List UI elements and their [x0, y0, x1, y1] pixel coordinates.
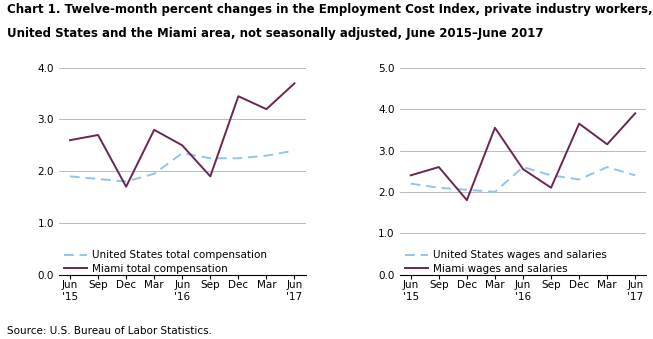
United States total compensation: [94, 177, 102, 181]
United States wages and salaries: [407, 182, 415, 186]
United States wages and salaries: [547, 173, 555, 177]
Text: Source: U.S. Bureau of Labor Statistics.: Source: U.S. Bureau of Labor Statistics.: [7, 326, 212, 336]
Miami total compensation: [122, 185, 130, 189]
United States wages and salaries: [435, 186, 443, 190]
Miami wages and salaries: [631, 111, 639, 115]
Miami wages and salaries: [435, 165, 443, 169]
Miami total compensation: [94, 133, 102, 137]
Line: Miami wages and salaries: Miami wages and salaries: [411, 113, 635, 200]
Miami wages and salaries: [463, 198, 471, 202]
Legend: United States total compensation, Miami total compensation: United States total compensation, Miami …: [64, 251, 267, 274]
United States total compensation: [150, 172, 158, 176]
United States total compensation: [263, 154, 270, 158]
United States total compensation: [66, 174, 74, 178]
Miami total compensation: [291, 81, 298, 85]
United States total compensation: [122, 180, 130, 184]
Text: United States and the Miami area, not seasonally adjusted, June 2015–June 2017: United States and the Miami area, not se…: [7, 27, 543, 40]
Miami total compensation: [66, 138, 74, 142]
Miami total compensation: [150, 128, 158, 132]
United States wages and salaries: [575, 177, 583, 181]
Miami wages and salaries: [547, 186, 555, 190]
Miami wages and salaries: [603, 142, 611, 146]
United States total compensation: [206, 156, 214, 160]
United States wages and salaries: [491, 190, 499, 194]
Miami total compensation: [206, 174, 214, 178]
Text: Chart 1. Twelve-month percent changes in the Employment Cost Index, private indu: Chart 1. Twelve-month percent changes in…: [7, 3, 652, 16]
Miami wages and salaries: [575, 122, 583, 126]
Miami total compensation: [178, 143, 186, 147]
Miami wages and salaries: [491, 126, 499, 130]
Miami wages and salaries: [407, 173, 415, 177]
United States total compensation: [178, 151, 186, 155]
Legend: United States wages and salaries, Miami wages and salaries: United States wages and salaries, Miami …: [405, 251, 607, 274]
Miami total compensation: [263, 107, 270, 111]
Miami total compensation: [234, 94, 242, 98]
United States wages and salaries: [519, 165, 527, 169]
United States wages and salaries: [603, 165, 611, 169]
Line: Miami total compensation: Miami total compensation: [70, 83, 295, 187]
Line: United States wages and salaries: United States wages and salaries: [411, 167, 635, 192]
Miami wages and salaries: [519, 167, 527, 171]
United States total compensation: [291, 148, 298, 153]
Line: United States total compensation: United States total compensation: [70, 151, 295, 182]
United States wages and salaries: [631, 173, 639, 177]
United States total compensation: [234, 156, 242, 160]
United States wages and salaries: [463, 188, 471, 192]
